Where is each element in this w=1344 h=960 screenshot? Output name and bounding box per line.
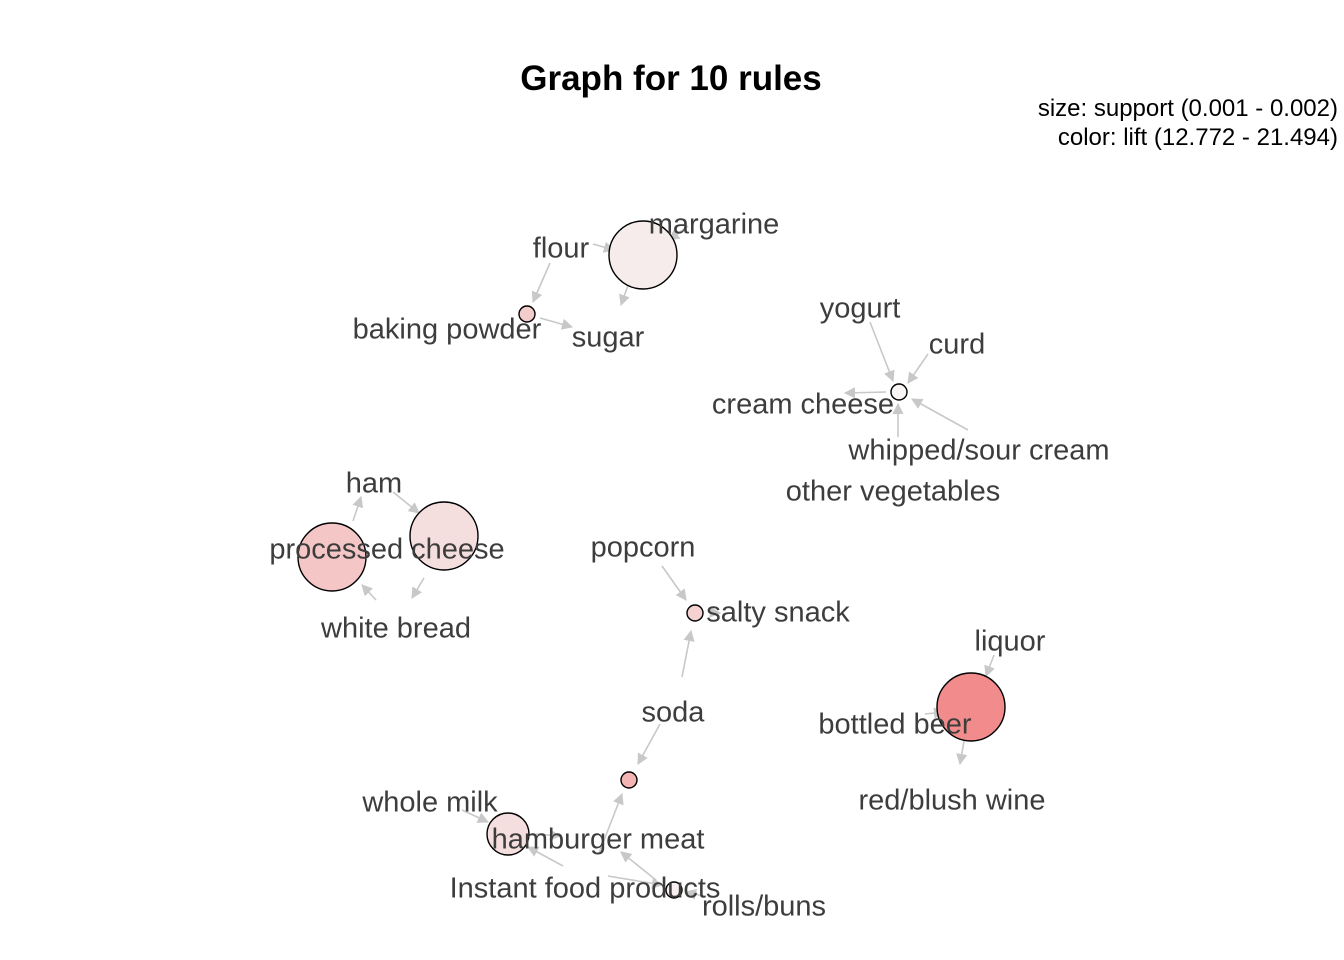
edge-lhs-r10-1	[607, 875, 664, 889]
item-label-ham: ham	[346, 468, 402, 500]
edge-lhs-r4-0	[361, 584, 377, 601]
edge-lhs-r7-0	[984, 654, 995, 678]
edge-rhs-r5-0	[411, 577, 425, 599]
item-labels-layer: margarine flour baking powder sugar yogurt cu…	[269, 209, 1109, 923]
legend-size: size: support (0.001 - 0.002)	[1038, 95, 1338, 122]
item-label-sugar: sugar	[572, 322, 645, 354]
item-label-salty-snack: salty snack	[706, 597, 850, 629]
rule-node-r10	[665, 881, 683, 899]
item-label-rolls-buns: rolls/buns	[702, 891, 826, 923]
edge-lhs-r4-1	[352, 495, 364, 522]
edge-rhs-r3-0	[843, 387, 887, 399]
rule-node-r5	[409, 501, 479, 571]
edge-lhs-r3-2	[911, 398, 969, 431]
rule-node-r6	[686, 604, 704, 622]
item-label-curd: curd	[929, 329, 985, 361]
item-label-cream-cheese: cream cheese	[712, 389, 894, 421]
edge-lhs-r5-0	[392, 491, 420, 514]
item-label-soda: soda	[642, 697, 706, 729]
item-label-bottled-beer: bottled beer	[818, 709, 972, 741]
item-label-red-blush-wine: red/blush wine	[859, 785, 1046, 817]
graph-title: Graph for 10 rules	[520, 59, 821, 98]
edge-lhs-r3-0	[869, 321, 895, 383]
edge-lhs-r3-1	[907, 353, 929, 384]
edge-rhs-r2-0	[539, 317, 574, 330]
item-label-liquor: liquor	[975, 626, 1046, 658]
item-label-flour: flour	[533, 233, 590, 265]
edge-lhs-r9-0	[461, 809, 490, 823]
rule-node-r2	[518, 305, 536, 323]
item-label-other-vegetables: other vegetables	[786, 476, 1000, 508]
edge-lhs-r2-0	[531, 262, 551, 304]
rule-node-r9	[486, 812, 530, 856]
item-label-baking-powder: baking powder	[353, 314, 542, 346]
item-label-whipped-sour-cream: whipped/sour cream	[847, 435, 1109, 467]
edge-lhs-r8-1	[598, 792, 624, 854]
rule-node-r1	[608, 220, 678, 290]
legend-color: color: lift (12.772 - 21.494)	[1058, 124, 1338, 151]
edges-layer	[352, 225, 995, 900]
edge-rhs-r7-0	[956, 740, 968, 766]
rule-node-r8	[620, 771, 638, 789]
item-label-processed-cheese: processed cheese	[269, 534, 504, 566]
item-label-instant-food-products: Instant food products	[450, 873, 721, 905]
item-label-hamburger-meat: hamburger meat	[492, 824, 705, 856]
edge-lhs-r10-0	[684, 888, 704, 900]
edge-lhs-r8-0	[637, 723, 661, 765]
rule-node-r4	[297, 522, 367, 592]
rule-nodes-layer	[297, 220, 1006, 899]
item-label-popcorn: popcorn	[591, 532, 696, 564]
item-label-yogurt: yogurt	[820, 293, 901, 325]
edge-lhs-r6-0	[661, 565, 687, 601]
edge-lhs-r9-1	[527, 846, 564, 867]
edge-lhs-r6-1	[681, 629, 695, 678]
edge-rhs-r6-0	[707, 606, 722, 618]
edge-rhs-r10-0	[620, 851, 657, 881]
rule-node-r7	[936, 672, 1006, 742]
edge-rhs-r9-0	[535, 829, 562, 841]
item-label-margarine: margarine	[649, 209, 780, 241]
item-label-white-bread: white bread	[320, 613, 471, 645]
rule-node-r3	[890, 383, 908, 401]
item-label-whole-milk: whole milk	[361, 787, 498, 819]
